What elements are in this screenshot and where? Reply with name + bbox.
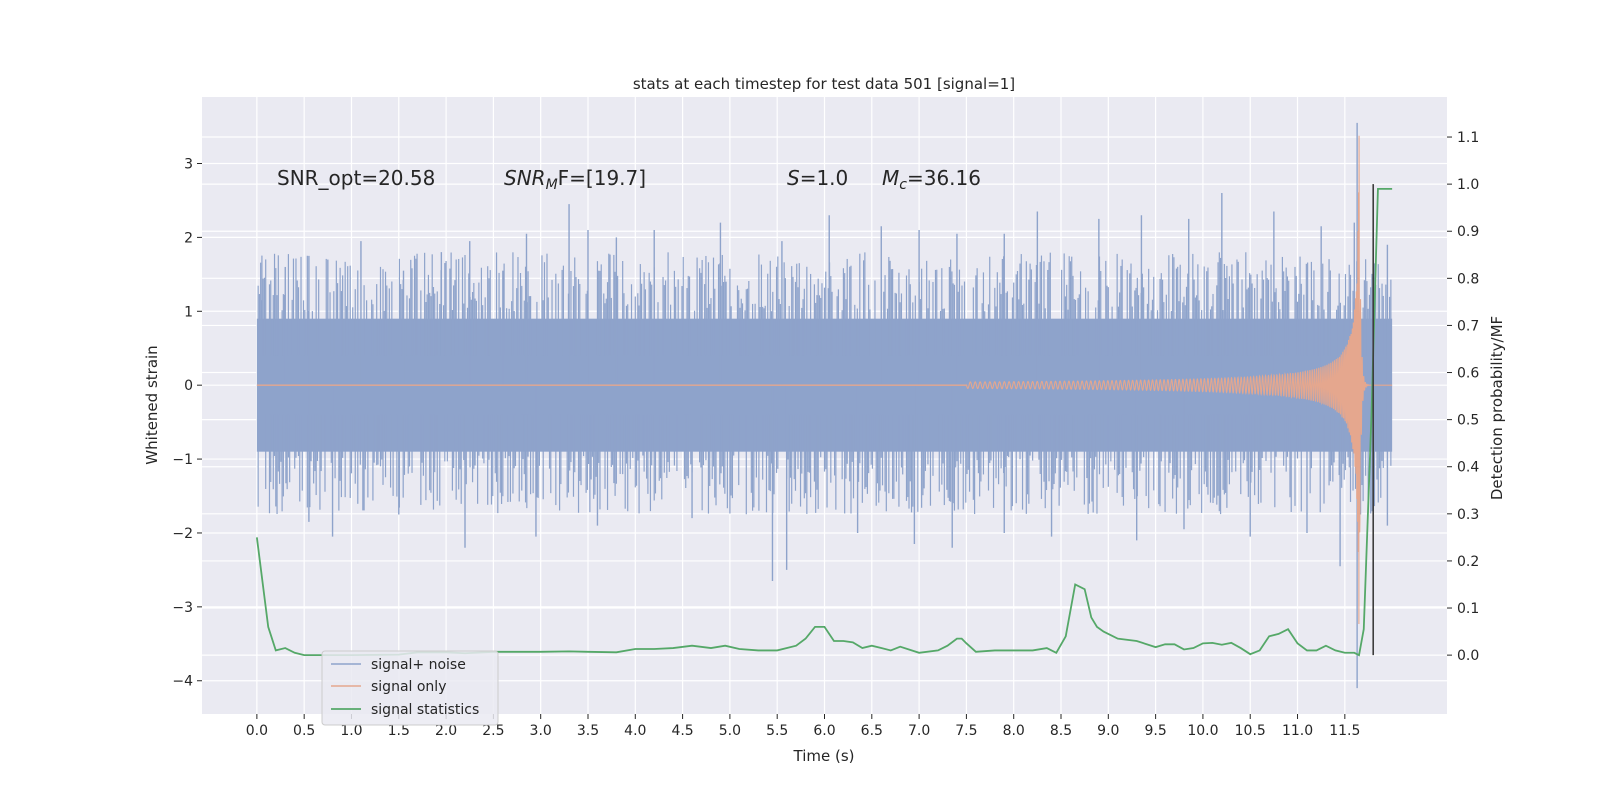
x-tick-label: 0.0 [246, 723, 268, 739]
x-tick-label: 10.0 [1187, 723, 1218, 739]
x-tick-label: 6.0 [813, 723, 835, 739]
y-tick-label-right: 0.4 [1457, 460, 1479, 476]
y-axis-label-right: Detection probability/MF [1488, 316, 1506, 500]
legend-label-signal-statistics: signal statistics [371, 702, 479, 718]
y-tick-label-right: 0.3 [1457, 507, 1479, 523]
x-tick-label: 2.0 [435, 723, 457, 739]
chart-title: stats at each timestep for test data 501… [633, 75, 1015, 93]
y-tick-label-left: −3 [172, 600, 193, 616]
y-tick-label-right: 0.5 [1457, 413, 1479, 429]
x-tick-label: 7.5 [955, 723, 977, 739]
series-layer [255, 122, 1393, 689]
y-tick-label-left: 0 [184, 378, 193, 394]
axis-ticks: 0.0 0.5 1.0 1.5 2.0 2.5 3.0 3.5 4.0 4.5 5.0 5.5 6.0 6… [172, 130, 1479, 739]
x-tick-label: 6.5 [861, 723, 883, 739]
annotation-snr-opt: SNR_opt=20.58 [277, 166, 435, 190]
x-tick-label: 3.0 [530, 723, 552, 739]
y-tick-label-right: 1.1 [1457, 130, 1479, 146]
y-tick-label-left: 1 [184, 304, 193, 320]
signal-only-chirp [965, 135, 1393, 624]
y-tick-label-left: −1 [172, 452, 193, 468]
legend-label-signal-only: signal only [371, 679, 446, 695]
annotation-snr-mf-main: SNR [504, 166, 546, 190]
y-tick-label-left: 3 [184, 157, 193, 173]
y-axis-label-left: Whitened strain [143, 345, 161, 464]
annotation-s-main: S [787, 166, 800, 190]
annotation-snr-mf: SNRMF=[19.7] [504, 166, 646, 193]
x-tick-label: 7.0 [908, 723, 930, 739]
x-tick-label: 3.5 [577, 723, 599, 739]
legend-label-signal-noise: signal+ noise [371, 657, 466, 673]
x-tick-label: 5.0 [719, 723, 741, 739]
series-signal-only [256, 135, 1393, 624]
y-tick-label-left: 2 [184, 230, 193, 246]
x-tick-label: 11.0 [1282, 723, 1313, 739]
y-tick-label-right: 0.6 [1457, 366, 1479, 382]
x-tick-label: 9.5 [1144, 723, 1166, 739]
x-tick-label: 9.0 [1097, 723, 1119, 739]
annotation-snr-mf-sub: M [546, 177, 558, 193]
y-tick-label-left: −2 [172, 526, 193, 542]
annotation-snr-mf-tail: F=[19.7] [558, 166, 646, 190]
y-tick-label-right: 0.1 [1457, 601, 1479, 617]
x-tick-label: 1.0 [340, 723, 362, 739]
y-tick-label-right: 0.9 [1457, 224, 1479, 240]
x-tick-label: 8.0 [1003, 723, 1025, 739]
legend-box [321, 650, 499, 726]
y-tick-label-right: 0.2 [1457, 554, 1479, 570]
x-tick-label: 5.5 [766, 723, 788, 739]
series-signal-statistics [255, 187, 1393, 657]
x-tick-label: 11.5 [1329, 723, 1360, 739]
x-tick-label: 2.5 [482, 723, 504, 739]
annotation-mc-sub: c [899, 177, 907, 193]
annotation-mc-main: M [882, 166, 899, 190]
y-tick-label-right: 0.0 [1457, 648, 1479, 664]
x-tick-label: 4.0 [624, 723, 646, 739]
y-tick-label-right: 0.8 [1457, 271, 1479, 287]
y-tick-label-left: −4 [172, 674, 193, 690]
x-tick-label: 8.5 [1050, 723, 1072, 739]
y-tick-label-right: 0.7 [1457, 318, 1479, 334]
annotation-s-tail: =1.0 [800, 166, 849, 190]
x-axis-label: Time (s) [793, 747, 855, 765]
x-tick-label: 10.5 [1235, 723, 1266, 739]
legend: signal+ noise signal only signal statist… [321, 650, 499, 726]
x-tick-label: 4.5 [671, 723, 693, 739]
x-tick-label: 1.5 [388, 723, 410, 739]
x-tick-label: 0.5 [293, 723, 315, 739]
annotation-mc-tail: =36.16 [907, 166, 981, 190]
annotation-mc: Mc=36.16 [882, 166, 981, 193]
y-tick-label-right: 1.0 [1457, 177, 1479, 193]
annotation-s: S=1.0 [787, 166, 848, 190]
